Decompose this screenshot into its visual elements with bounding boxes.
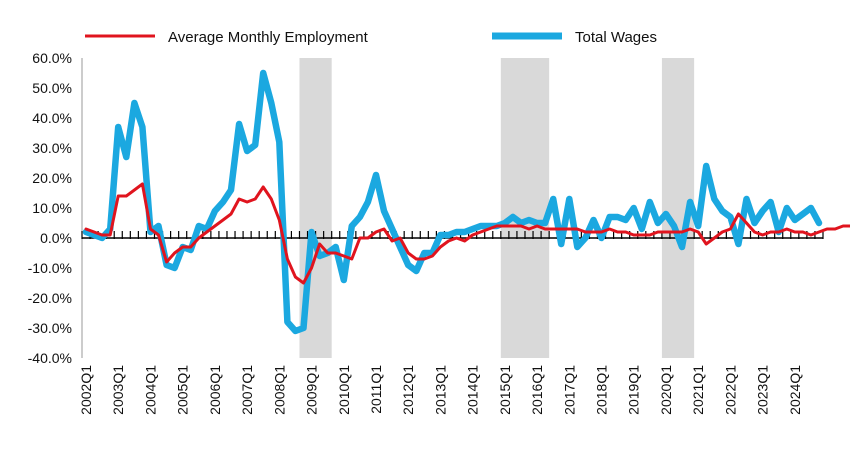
x-tick-label: 2015Q1 xyxy=(497,365,513,415)
x-tick-label: 2003Q1 xyxy=(110,365,126,415)
x-tick-label: 2004Q1 xyxy=(142,365,158,415)
y-tick-label: 50.0% xyxy=(32,80,72,96)
x-tick-label: 2016Q1 xyxy=(529,365,545,415)
y-tick-label: 0.0% xyxy=(40,230,72,246)
legend-label-wages: Total Wages xyxy=(575,29,657,46)
x-tick-label: 2002Q1 xyxy=(78,365,94,415)
recession-band-2 xyxy=(500,58,550,358)
x-axis-tick-labels: 2002Q1 2003Q1 2004Q1 2005Q1 2006Q1 2007Q1 2008… xyxy=(78,365,803,415)
x-tick-label: 2010Q1 xyxy=(336,365,352,415)
x-tick-label: 2014Q1 xyxy=(465,365,481,415)
x-tick-label: 2021Q1 xyxy=(690,365,706,415)
y-axis-tick-labels: 60.0% 50.0% 40.0% 30.0% 20.0% 10.0% 0.0% -10.0%… xyxy=(28,50,72,366)
x-tick-label: 2008Q1 xyxy=(271,365,287,415)
x-tick-label: 2007Q1 xyxy=(239,365,255,415)
series-line-employment xyxy=(84,182,850,285)
y-tick-label: 40.0% xyxy=(32,110,72,126)
legend-item-wages: Total Wages xyxy=(492,29,657,46)
y-tick-label: -20.0% xyxy=(28,290,72,306)
y-tick-label: 20.0% xyxy=(32,170,72,186)
legend-item-employment: Average Monthly Employment xyxy=(85,29,369,46)
y-tick-label: 30.0% xyxy=(32,140,72,156)
y-tick-label: 10.0% xyxy=(32,200,72,216)
x-tick-label: 2011Q1 xyxy=(368,365,384,414)
x-tick-label: 2019Q1 xyxy=(626,365,642,415)
x-tick-label: 2020Q1 xyxy=(658,365,674,415)
x-tick-label: 2023Q1 xyxy=(755,365,771,415)
x-tick-label: 2022Q1 xyxy=(722,365,738,415)
legend: Average Monthly Employment Total Wages xyxy=(85,29,657,46)
x-tick-label: 2006Q1 xyxy=(207,365,223,415)
x-tick-label: 2009Q1 xyxy=(304,365,320,415)
y-tick-label: -40.0% xyxy=(28,350,72,366)
x-tick-label: 2012Q1 xyxy=(400,365,416,415)
x-tick-label: 2005Q1 xyxy=(175,365,191,415)
legend-label-employment: Average Monthly Employment xyxy=(168,29,369,46)
series-line-wages xyxy=(82,69,823,335)
y-tick-label: -10.0% xyxy=(28,260,72,276)
x-tick-label: 2018Q1 xyxy=(594,365,610,415)
series-lines-group xyxy=(82,69,850,335)
y-tick-label: -30.0% xyxy=(28,320,72,336)
y-tick-label: 60.0% xyxy=(32,50,72,66)
x-tick-label: 2024Q1 xyxy=(787,365,803,415)
x-tick-label: 2013Q1 xyxy=(432,365,448,415)
x-tick-label: 2017Q1 xyxy=(561,365,577,415)
